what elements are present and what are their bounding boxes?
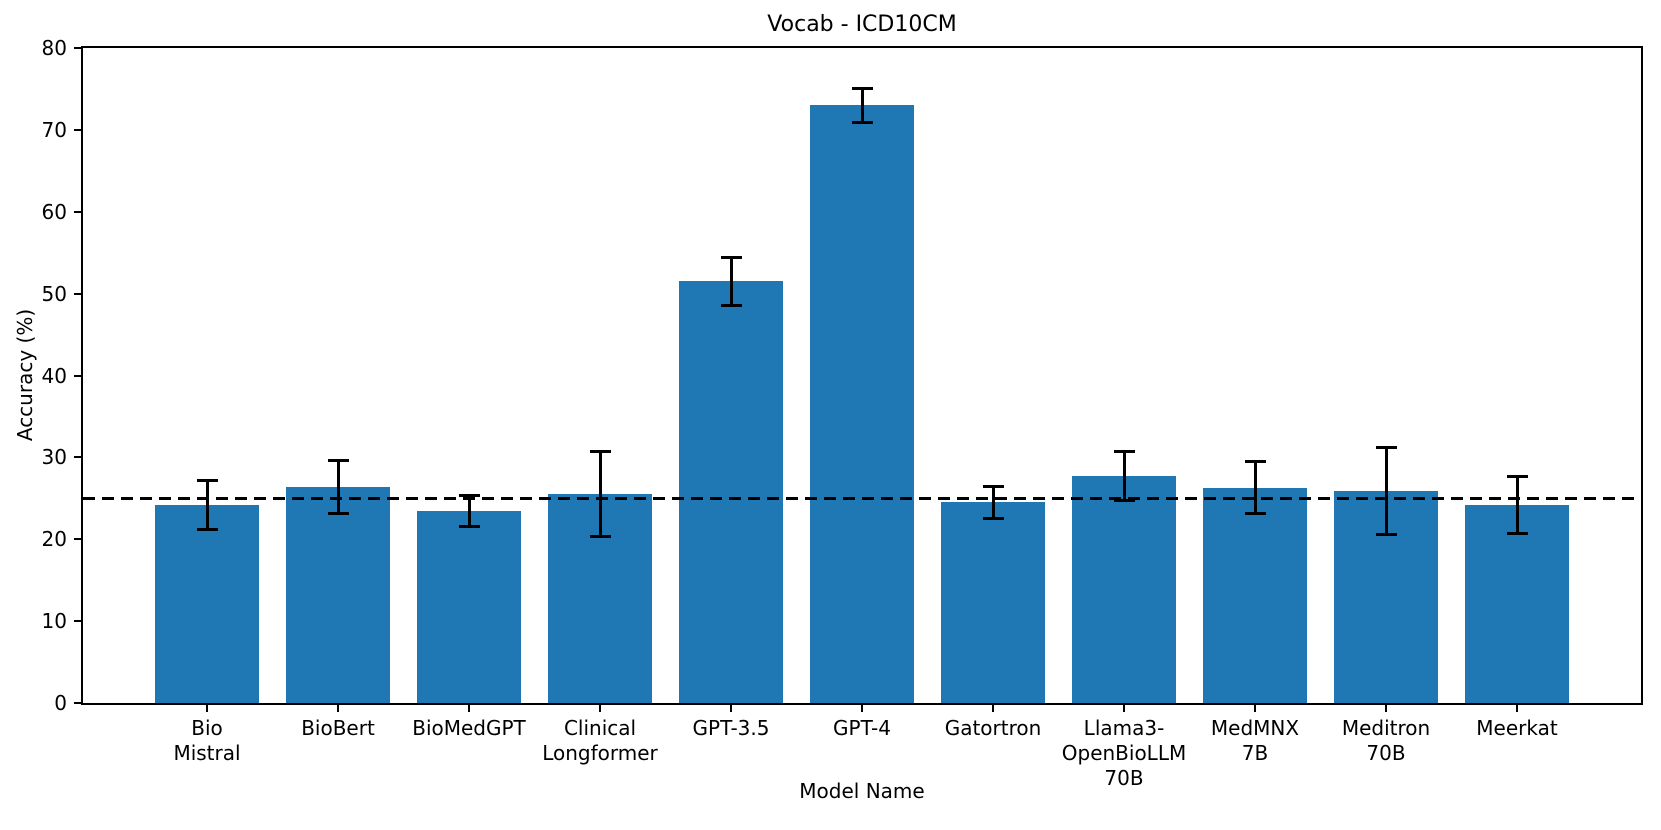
error-bar-cap-lower-clinical-longformer <box>589 535 611 539</box>
error-bar-cap-upper-gpt-4 <box>851 86 873 90</box>
x-tick-mark <box>1385 705 1387 712</box>
error-bar-cap-upper-clinical-longformer <box>589 450 611 454</box>
x-tick-label-gatortron: Gatortron <box>944 716 1042 740</box>
error-bar-cap-lower-biomedgpt <box>458 525 480 529</box>
error-bar-cap-upper-biobert <box>327 459 349 463</box>
error-bar-cap-upper-bio-mistral <box>196 478 218 482</box>
error-bar-gpt-4 <box>860 88 864 123</box>
error-bar-llama3-openbiollm-70b <box>1122 451 1126 501</box>
x-axis: Bio Mistral BioBert BioMedGPT Clinical Long… <box>83 703 1641 803</box>
bar-gatortron <box>941 502 1045 703</box>
x-tick-label-llama3-openbiollm-70b: Llama3- OpenBioLLM 70B <box>1061 716 1187 790</box>
x-tick-mark <box>206 705 208 712</box>
y-tick-mark <box>74 128 81 131</box>
chart-title: Vocab - ICD10CM <box>767 12 957 37</box>
x-tick-mark <box>468 705 470 712</box>
error-bar-meerkat <box>1515 476 1519 534</box>
x-tick-label-medmnx-7b: MedMNX 7B <box>1210 716 1300 765</box>
y-tick-label: 0 <box>54 691 67 715</box>
error-bar-cap-lower-gpt-4 <box>851 121 873 124</box>
error-bar-gpt-3-5 <box>729 257 733 306</box>
error-bar-cap-lower-biobert <box>327 511 349 515</box>
y-tick-label: 80 <box>41 36 67 60</box>
x-tick-mark <box>337 705 339 712</box>
error-bar-cap-lower-meditron-70b <box>1375 532 1397 536</box>
y-tick-mark <box>74 374 81 377</box>
error-bar-cap-lower-llama3-openbiollm-70b <box>1113 499 1135 503</box>
y-tick-label: 70 <box>41 117 67 142</box>
x-tick-mark <box>599 705 601 712</box>
y-tick-mark <box>74 456 81 459</box>
x-tick-label-clinical-longformer: Clinical Longformer <box>542 716 658 765</box>
y-axis: 0 10 20 30 40 50 60 70 80 <box>0 38 81 713</box>
y-tick-mark <box>74 538 81 541</box>
y-tick-label: 40 <box>41 363 67 388</box>
x-tick-label-biobert: BioBert <box>301 716 375 740</box>
error-bar-cap-upper-gatortron <box>982 484 1004 488</box>
y-tick-label: 60 <box>41 199 67 224</box>
x-tick-label-gpt-3-5: GPT-3.5 <box>692 716 770 740</box>
y-tick-label: 10 <box>41 609 67 634</box>
error-bar-cap-upper-biomedgpt <box>458 494 480 498</box>
error-bar-biobert <box>336 460 340 514</box>
bar-biobert <box>286 486 390 703</box>
error-bar-cap-lower-gatortron <box>982 517 1004 521</box>
error-bar-meditron-70b <box>1384 447 1388 535</box>
reference-line <box>83 496 1641 500</box>
x-tick-mark <box>1254 705 1256 712</box>
x-tick-mark <box>730 705 732 712</box>
error-bar-clinical-longformer <box>598 451 602 537</box>
x-tick-label-gpt-4: GPT-4 <box>833 716 891 740</box>
y-tick-mark <box>74 620 81 623</box>
error-bar-cap-lower-bio-mistral <box>196 527 218 531</box>
x-tick-mark <box>1123 705 1125 712</box>
error-bar-cap-lower-gpt-3-5 <box>720 303 742 307</box>
y-tick-label: 30 <box>41 445 67 470</box>
error-bar-bio-mistral <box>205 480 209 530</box>
x-tick-mark <box>861 705 863 712</box>
error-bar-cap-lower-meerkat <box>1506 532 1528 536</box>
error-bar-cap-upper-meerkat <box>1506 474 1528 478</box>
bar-llama3-openbiollm-70b <box>1072 476 1176 703</box>
y-tick-label: 50 <box>41 281 67 306</box>
x-tick-label-meditron-70b: Meditron 70B <box>1341 716 1431 765</box>
x-tick-label-biomedgpt: BioMedGPT <box>412 716 526 740</box>
error-bar-cap-lower-medmnx-7b <box>1244 512 1266 516</box>
x-tick-label-bio-mistral: Bio Mistral <box>173 716 241 765</box>
y-tick-label: 20 <box>41 527 67 552</box>
bar-biomedgpt <box>417 511 521 703</box>
x-axis-label: Model Name <box>799 779 925 803</box>
bar-gpt-3-5 <box>679 281 783 703</box>
error-bar-cap-upper-medmnx-7b <box>1244 459 1266 463</box>
bar-meerkat <box>1465 504 1569 703</box>
bar-bio-mistral <box>155 504 259 703</box>
error-bar-cap-upper-meditron-70b <box>1375 446 1397 450</box>
error-bar-biomedgpt <box>467 495 471 527</box>
error-bar-gatortron <box>991 486 995 519</box>
bar-gpt-4 <box>810 105 914 703</box>
y-tick-mark <box>74 292 81 295</box>
plot-area <box>81 46 1643 705</box>
error-bar-medmnx-7b <box>1253 461 1257 514</box>
error-bar-cap-upper-llama3-openbiollm-70b <box>1113 450 1135 454</box>
y-tick-mark <box>74 210 81 213</box>
x-tick-label-meerkat: Meerkat <box>1476 716 1558 740</box>
x-tick-mark <box>1516 705 1518 712</box>
error-bar-cap-upper-gpt-3-5 <box>720 256 742 260</box>
bar-medmnx-7b <box>1203 487 1307 703</box>
y-tick-mark <box>74 702 81 704</box>
y-tick-mark <box>74 47 81 49</box>
x-tick-mark <box>992 705 994 712</box>
